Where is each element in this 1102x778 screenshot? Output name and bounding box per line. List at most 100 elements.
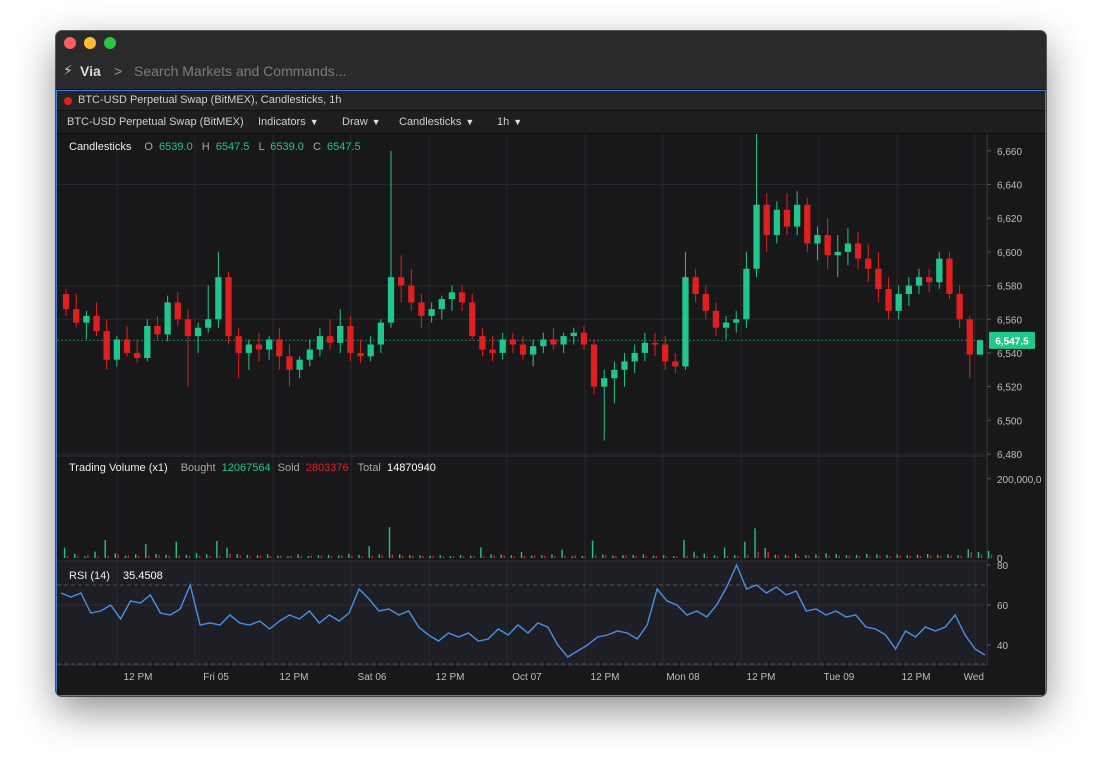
rsi-legend-name: RSI (14) bbox=[69, 570, 110, 582]
candles-legend-name: Candlesticks bbox=[69, 141, 132, 153]
candle-up bbox=[377, 322, 384, 345]
rsi-band-background bbox=[57, 561, 985, 665]
candle-down bbox=[550, 339, 557, 345]
time-tick-label: 12 PM bbox=[124, 672, 153, 683]
candle-up bbox=[936, 258, 943, 283]
candle-down bbox=[235, 336, 242, 353]
candle-down bbox=[763, 204, 770, 236]
candle-up bbox=[83, 315, 90, 323]
minimize-window-button[interactable] bbox=[84, 37, 96, 49]
candle-down bbox=[103, 331, 110, 360]
candle-down bbox=[73, 309, 80, 323]
candle-down bbox=[580, 332, 588, 345]
draw-dropdown[interactable]: Draw ▼ bbox=[342, 116, 381, 128]
interval-dropdown[interactable]: 1h ▼ bbox=[497, 116, 522, 128]
candle-up bbox=[682, 277, 689, 367]
close-value: 6547.5 bbox=[327, 141, 361, 153]
open-label: O bbox=[144, 141, 153, 153]
price-tick-label: 6,660 bbox=[997, 147, 1022, 158]
candle-down bbox=[966, 319, 973, 355]
candle-up bbox=[794, 204, 801, 227]
candle-down bbox=[875, 268, 882, 289]
candle-up bbox=[722, 322, 730, 328]
app-name: Via bbox=[80, 63, 101, 79]
time-tick-label: Fri 05 bbox=[203, 672, 229, 683]
candle-up bbox=[601, 378, 608, 387]
market-selector[interactable]: BTC-USD Perpetual Swap (BitMEX) bbox=[67, 116, 244, 128]
candle-up bbox=[631, 352, 638, 362]
candle-down bbox=[672, 361, 679, 367]
candle-up bbox=[540, 339, 547, 347]
indicators-label: Indicators bbox=[258, 116, 306, 128]
candle-up bbox=[245, 344, 252, 353]
price-tick-label: 6,620 bbox=[997, 214, 1022, 225]
candle-up bbox=[844, 243, 852, 252]
candle-down bbox=[702, 294, 709, 311]
candle-up bbox=[743, 268, 750, 320]
sold-value: 2803376 bbox=[305, 462, 349, 474]
time-tick-label: Tue 09 bbox=[824, 672, 855, 683]
time-tick-label: 12 PM bbox=[591, 672, 620, 683]
price-tick-label: 6,580 bbox=[997, 282, 1022, 293]
rsi-tick-label: 40 bbox=[997, 641, 1009, 652]
candle-up bbox=[895, 294, 902, 311]
candle-up bbox=[266, 339, 273, 350]
close-panel-dot-icon[interactable] bbox=[64, 97, 72, 105]
volume-legend: Trading Volume (x1) Bought 12067564 Sold… bbox=[69, 462, 436, 474]
chevron-down-icon: ▼ bbox=[513, 117, 523, 127]
price-tick-label: 6,500 bbox=[997, 416, 1022, 427]
low-value: 6539.0 bbox=[270, 141, 304, 153]
candle-down bbox=[885, 288, 892, 311]
candle-up bbox=[611, 369, 618, 379]
volume-bars bbox=[63, 527, 993, 558]
close-label: C bbox=[313, 141, 321, 153]
command-bar: ⚡︎ Via > bbox=[56, 55, 1046, 90]
time-tick-label: 12 PM bbox=[436, 672, 465, 683]
draw-label: Draw bbox=[342, 116, 368, 128]
chart-canvas[interactable]: 6,480 6,500 6,520 6,540 6,560 6,580 6,600 6,620… bbox=[57, 134, 1045, 694]
indicators-dropdown[interactable]: Indicators ▼ bbox=[258, 116, 319, 128]
chart-panel: BTC-USD Perpetual Swap (BitMEX), Candles… bbox=[56, 90, 1046, 696]
chart-grid bbox=[57, 134, 987, 666]
candle-up bbox=[915, 277, 923, 286]
zoom-window-button[interactable] bbox=[104, 37, 116, 49]
candle-down bbox=[398, 277, 405, 286]
candle-up bbox=[428, 309, 435, 316]
candle-up bbox=[387, 277, 395, 323]
candle-up bbox=[296, 359, 303, 370]
candle-down bbox=[123, 339, 131, 353]
candle-down bbox=[62, 294, 70, 310]
candle-down bbox=[408, 285, 415, 303]
last-price-label: 6,547.5 bbox=[995, 336, 1029, 347]
bolt-icon: ⚡︎ bbox=[63, 62, 73, 78]
candle-up bbox=[164, 302, 171, 335]
candle-up bbox=[641, 342, 648, 353]
candle-down bbox=[926, 277, 933, 283]
candle-down bbox=[854, 243, 862, 259]
time-tick-label: Mon 08 bbox=[666, 672, 700, 683]
price-tick-label: 6,540 bbox=[997, 349, 1022, 360]
candles-legend: Candlesticks O 6539.0 H 6547.5 L 6539.0 … bbox=[69, 141, 361, 153]
candle-up bbox=[306, 349, 313, 360]
chart-type-dropdown[interactable]: Candlesticks ▼ bbox=[399, 116, 474, 128]
candle-up bbox=[194, 327, 202, 337]
high-label: H bbox=[201, 141, 210, 153]
candle-up bbox=[733, 319, 740, 323]
time-tick-label: Wed bbox=[964, 672, 984, 683]
candle-down bbox=[946, 258, 953, 294]
candle-down bbox=[184, 319, 192, 337]
candle-down bbox=[651, 342, 659, 345]
candle-down bbox=[255, 344, 263, 350]
candle-down bbox=[489, 349, 496, 353]
candle-up bbox=[560, 336, 567, 345]
command-search-input[interactable] bbox=[130, 59, 738, 83]
candles bbox=[62, 134, 984, 441]
chevron-down-icon: ▼ bbox=[465, 117, 475, 127]
candle-up bbox=[316, 336, 324, 350]
time-tick-label: Oct 07 bbox=[512, 672, 542, 683]
sold-label: Sold bbox=[277, 462, 300, 474]
close-window-button[interactable] bbox=[64, 37, 76, 49]
high-value: 6547.5 bbox=[215, 141, 250, 153]
candle-up bbox=[367, 344, 374, 357]
rsi-tick-label: 80 bbox=[997, 561, 1009, 572]
